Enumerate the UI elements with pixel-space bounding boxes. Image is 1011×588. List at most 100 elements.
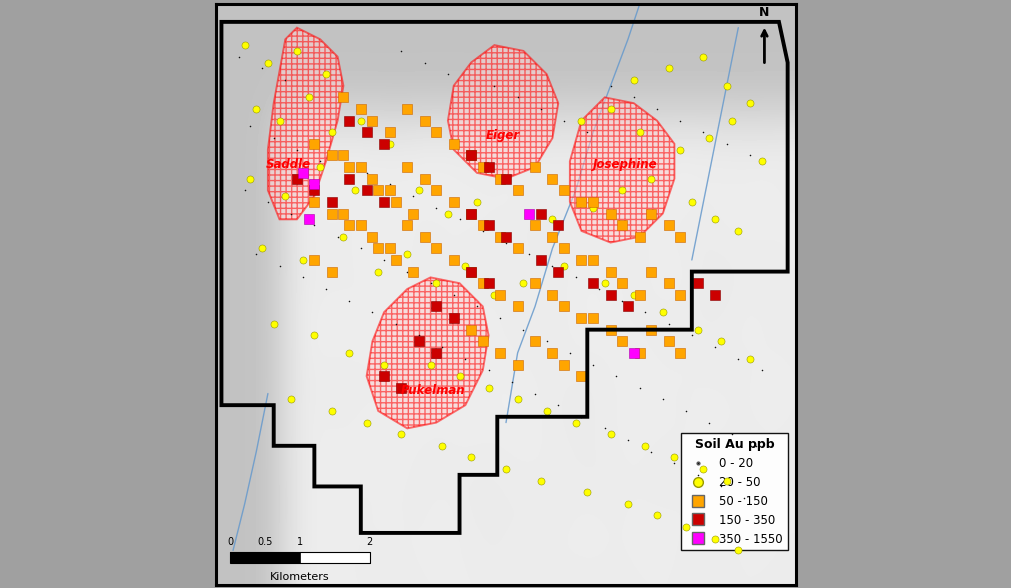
Point: [584, 197, 601, 206]
Point: [642, 325, 658, 335]
Point: [642, 267, 658, 276]
Point: [561, 348, 577, 358]
Point: [237, 41, 253, 50]
Point: [463, 209, 479, 218]
Point: [491, 313, 508, 323]
Point: [486, 81, 502, 91]
Point: [294, 273, 310, 282]
Point: [573, 116, 589, 125]
Point: [474, 162, 490, 172]
Point: [428, 348, 444, 358]
Point: [387, 255, 403, 265]
Bar: [229, 552, 369, 563]
Point: [550, 220, 566, 230]
Point: [538, 336, 554, 346]
Point: [341, 174, 357, 183]
Point: [701, 418, 717, 427]
Point: [695, 465, 711, 474]
Point: [468, 302, 484, 311]
Point: [306, 186, 323, 195]
Point: [602, 325, 618, 335]
Point: [620, 499, 636, 509]
Point: [434, 441, 450, 450]
Point: [335, 232, 351, 242]
Point: [527, 279, 543, 288]
Point: [584, 313, 601, 323]
Point: [231, 52, 247, 61]
Text: Eiger: Eiger: [485, 129, 520, 142]
Point: [642, 174, 658, 183]
Point: [341, 348, 357, 358]
Point: [625, 348, 641, 358]
Point: [532, 209, 548, 218]
Point: [265, 319, 281, 329]
Point: [614, 220, 630, 230]
Point: [555, 302, 571, 311]
Point: [404, 191, 421, 201]
Point: [463, 267, 479, 276]
Point: [620, 302, 636, 311]
Point: [555, 243, 571, 253]
Text: 0: 0: [226, 537, 233, 547]
Point: [602, 104, 618, 113]
Point: [306, 197, 323, 206]
Point: [602, 429, 618, 439]
Point: [596, 279, 613, 288]
Point: [509, 302, 525, 311]
Point: [614, 336, 630, 346]
Point: [491, 232, 508, 242]
Polygon shape: [569, 98, 673, 243]
Point: [428, 203, 444, 212]
Text: Saddle: Saddle: [266, 158, 310, 171]
Point: [741, 151, 757, 160]
Point: [474, 279, 490, 288]
Point: [324, 151, 340, 160]
Point: [341, 162, 357, 172]
Point: [584, 360, 601, 369]
Text: Josephine: Josephine: [592, 158, 657, 171]
Point: [324, 128, 340, 137]
Text: 1: 1: [296, 537, 302, 547]
Point: [358, 418, 374, 427]
Point: [573, 412, 589, 422]
Point: [544, 174, 560, 183]
Point: [555, 360, 571, 369]
Point: [544, 232, 560, 242]
Point: [445, 197, 461, 206]
Point: [398, 267, 415, 276]
Point: [707, 215, 723, 224]
Point: [671, 348, 687, 358]
Point: [544, 290, 560, 299]
Point: [584, 255, 601, 265]
Point: [631, 348, 647, 358]
Point: [353, 116, 369, 125]
Point: [404, 209, 421, 218]
Point: [375, 372, 391, 381]
Point: [317, 69, 334, 79]
Point: [602, 267, 618, 276]
Point: [370, 186, 386, 195]
Point: [410, 336, 427, 346]
Point: [642, 447, 658, 456]
Point: [555, 116, 571, 125]
Point: [532, 104, 548, 113]
Point: [654, 308, 670, 317]
Point: [567, 273, 583, 282]
Point: [417, 232, 433, 242]
Point: [503, 377, 520, 387]
Point: [445, 313, 461, 323]
Point: [306, 255, 323, 265]
Point: [248, 104, 264, 113]
Point: [578, 128, 594, 137]
Point: [393, 383, 409, 392]
Point: [671, 290, 687, 299]
Polygon shape: [268, 28, 343, 219]
Point: [730, 354, 746, 363]
Point: [463, 151, 479, 160]
Point: [300, 215, 316, 224]
Polygon shape: [448, 45, 558, 179]
Point: [428, 128, 444, 137]
Point: [660, 220, 676, 230]
Point: [440, 69, 456, 79]
Point: [463, 151, 479, 160]
